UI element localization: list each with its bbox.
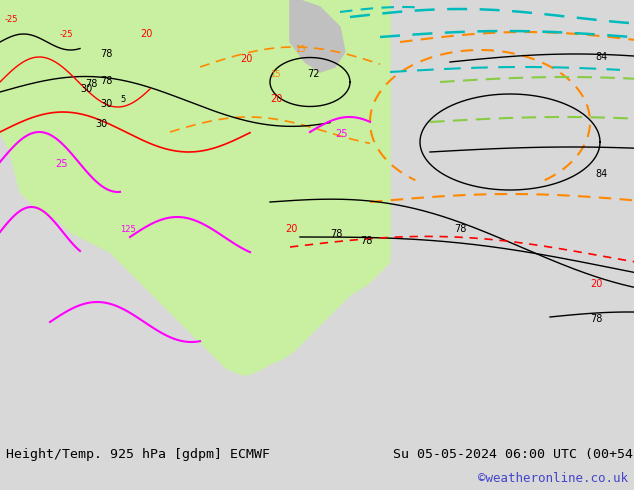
- Text: 20: 20: [590, 279, 602, 289]
- Text: 78: 78: [590, 314, 602, 324]
- Polygon shape: [75, 0, 145, 177]
- Text: 84: 84: [595, 52, 607, 62]
- Text: 30: 30: [95, 119, 107, 129]
- Text: 78: 78: [100, 76, 112, 86]
- Text: 30: 30: [100, 99, 112, 109]
- Text: 20: 20: [240, 54, 252, 64]
- Text: 78: 78: [85, 79, 98, 89]
- Text: 15: 15: [295, 45, 306, 54]
- Text: ©weatheronline.co.uk: ©weatheronline.co.uk: [477, 472, 628, 486]
- Text: 84: 84: [595, 169, 607, 179]
- Polygon shape: [150, 0, 235, 132]
- Text: 72: 72: [307, 69, 320, 79]
- Polygon shape: [165, 0, 265, 17]
- Text: 25: 25: [55, 159, 67, 169]
- Text: 20: 20: [285, 224, 297, 234]
- Text: -25: -25: [5, 15, 18, 24]
- Text: 25: 25: [335, 129, 347, 139]
- Text: Height/Temp. 925 hPa [gdpm] ECMWF: Height/Temp. 925 hPa [gdpm] ECMWF: [6, 447, 270, 461]
- Text: Su 05-05-2024 06:00 UTC (00+54): Su 05-05-2024 06:00 UTC (00+54): [393, 447, 634, 461]
- Polygon shape: [0, 0, 390, 375]
- Text: 78: 78: [100, 49, 112, 59]
- Text: 125: 125: [120, 225, 136, 234]
- Text: 78: 78: [330, 229, 342, 239]
- Text: 78: 78: [360, 236, 372, 246]
- Text: 78: 78: [454, 224, 466, 234]
- Text: 20: 20: [270, 94, 282, 104]
- Polygon shape: [290, 0, 345, 72]
- Polygon shape: [55, 0, 145, 107]
- Text: 5: 5: [120, 95, 126, 104]
- Text: 30: 30: [80, 84, 93, 94]
- Text: 20: 20: [140, 29, 152, 39]
- Polygon shape: [330, 107, 365, 167]
- Text: 15: 15: [270, 70, 280, 79]
- Text: -25: -25: [60, 30, 74, 39]
